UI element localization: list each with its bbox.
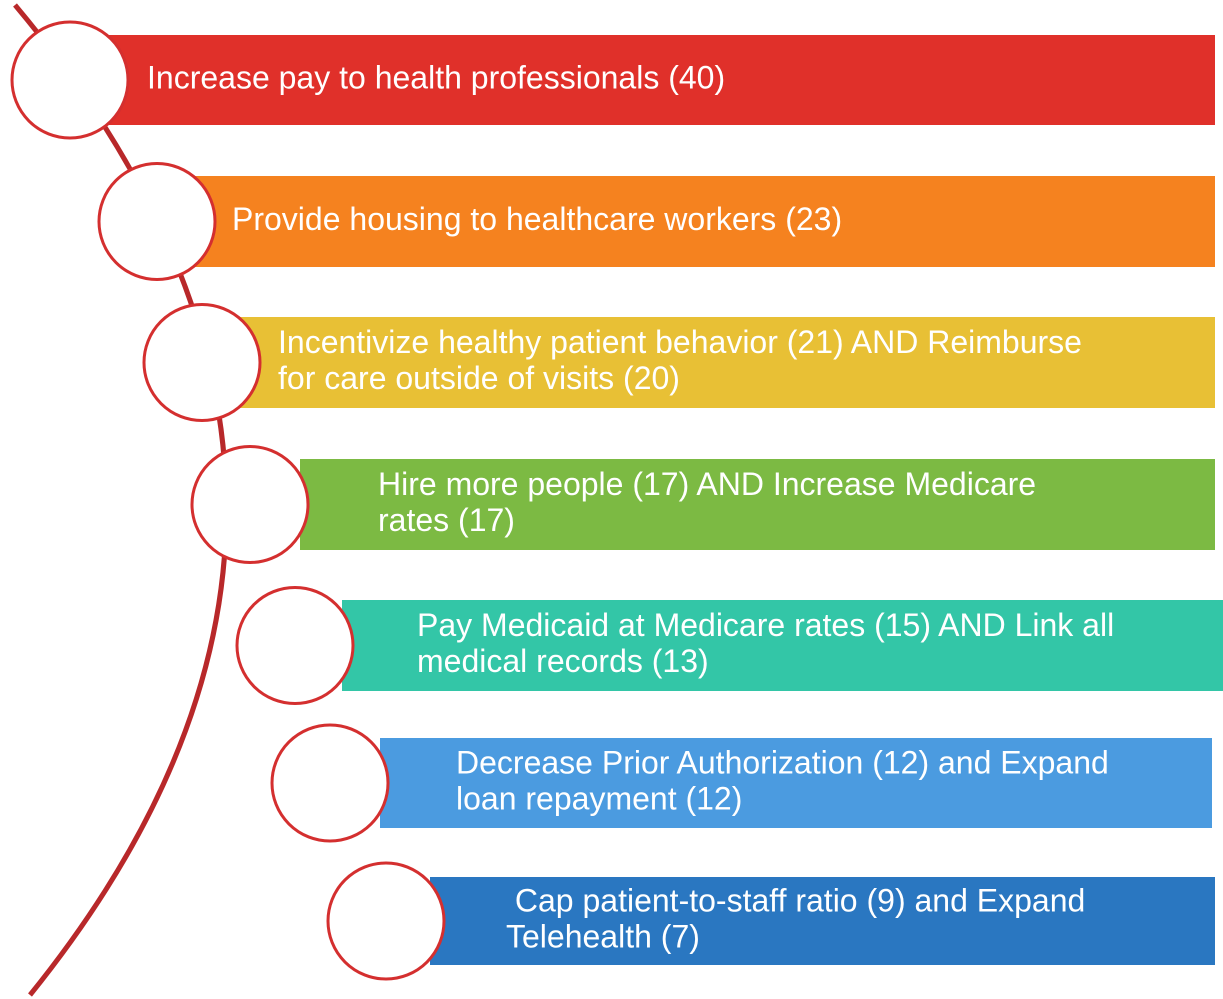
item-text: loan repayment (12) bbox=[456, 780, 742, 816]
bar-layer: Increase pay to health professionals (40… bbox=[75, 35, 1223, 965]
item-text: Cap patient-to-staff ratio (9) and Expan… bbox=[506, 882, 1085, 918]
item-circle bbox=[10, 20, 130, 140]
item-text: Decrease Prior Authorization (12) and Ex… bbox=[456, 744, 1109, 780]
item-bar bbox=[342, 600, 1223, 691]
item-bar bbox=[430, 877, 1215, 965]
item-text: medical records (13) bbox=[417, 643, 709, 679]
item-bar bbox=[205, 317, 1215, 408]
item-bar bbox=[300, 459, 1215, 550]
item-text: Incentivize healthy patient behavior (21… bbox=[278, 324, 1082, 360]
item-text: Pay Medicaid at Medicare rates (15) AND … bbox=[417, 607, 1114, 643]
item-text: rates (17) bbox=[378, 502, 515, 538]
item-text: Hire more people (17) AND Increase Medic… bbox=[378, 466, 1036, 502]
item-text: Increase pay to health professionals (40… bbox=[147, 59, 725, 95]
item-circle bbox=[270, 723, 390, 843]
circle-layer bbox=[10, 20, 446, 981]
item-text: Provide housing to healthcare workers (2… bbox=[232, 201, 842, 237]
item-circle bbox=[190, 445, 310, 564]
item-bar bbox=[160, 176, 1215, 267]
item-text: for care outside of visits (20) bbox=[278, 360, 680, 396]
item-circle bbox=[326, 861, 446, 981]
item-text: Telehealth (7) bbox=[506, 918, 700, 954]
item-bar bbox=[380, 738, 1212, 828]
item-circle bbox=[235, 586, 355, 705]
item-circle bbox=[142, 303, 262, 422]
item-bar bbox=[75, 35, 1215, 125]
item-circle bbox=[97, 162, 217, 281]
